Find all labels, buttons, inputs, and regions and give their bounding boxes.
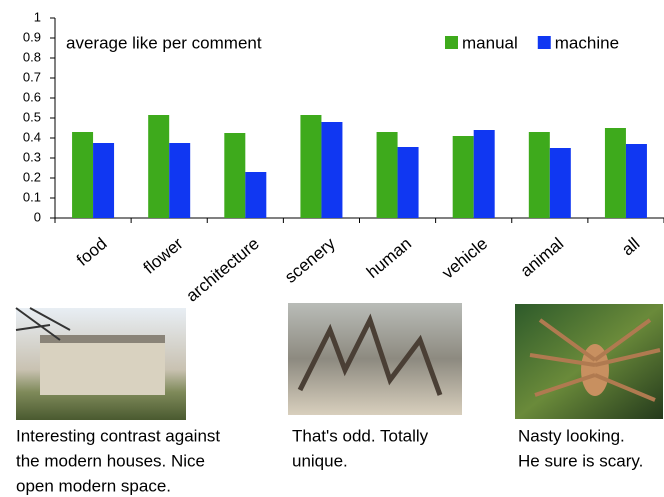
bar — [625, 144, 647, 218]
caption-line: He sure is scary. — [518, 451, 643, 470]
bar — [321, 122, 343, 218]
bar — [169, 143, 191, 218]
y-tick-label: 0.6 — [23, 89, 41, 104]
bar — [473, 130, 495, 218]
bar — [452, 136, 474, 218]
bar — [397, 147, 419, 218]
x-tick-label: vehicle — [438, 234, 491, 283]
bar — [549, 148, 571, 218]
x-tick-label: food — [73, 234, 111, 270]
caption-line: Nasty looking. — [518, 426, 625, 445]
y-tick-label: 0 — [34, 209, 41, 224]
photo-spider — [515, 304, 663, 419]
bar — [93, 143, 115, 218]
bar — [148, 115, 170, 218]
annotation: average like per comment — [66, 33, 262, 52]
bar — [245, 172, 267, 218]
y-tick-label: 0.1 — [23, 189, 41, 204]
y-tick-label: 0.7 — [23, 69, 41, 84]
y-tick-label: 0.2 — [23, 169, 41, 184]
y-tick-label: 0.4 — [23, 129, 41, 144]
x-tick-label: flower — [140, 234, 187, 278]
y-tick-label: 0.8 — [23, 49, 41, 64]
photo-building — [15, 307, 186, 420]
y-tick-label: 0.5 — [23, 109, 41, 124]
bar — [604, 128, 626, 218]
caption-line: Interesting contrast against — [16, 426, 220, 445]
legend-label: machine — [555, 33, 619, 52]
x-tick-label: animal — [517, 234, 568, 281]
legend-swatch — [445, 36, 458, 49]
y-tick-label: 1 — [34, 9, 41, 24]
caption-line: the modern houses. Nice — [16, 451, 205, 470]
bar — [376, 132, 398, 218]
x-tick-label: architecture — [183, 234, 263, 306]
x-tick-label: scenery — [281, 234, 339, 287]
x-tick-label: all — [618, 234, 643, 259]
photo-driftwood — [288, 303, 462, 415]
y-tick-label: 0.3 — [23, 149, 41, 164]
caption-line: open modern space. — [16, 476, 171, 495]
y-tick-label: 0.9 — [23, 29, 41, 44]
x-tick-label: human — [363, 234, 415, 282]
bar — [528, 132, 550, 218]
bar — [224, 133, 246, 218]
legend-swatch — [537, 36, 551, 49]
caption-line: That's odd. Totally — [292, 426, 429, 445]
legend-label: manual — [462, 33, 518, 52]
caption-line: unique. — [292, 451, 348, 470]
bar — [300, 115, 322, 218]
bar — [72, 132, 94, 218]
